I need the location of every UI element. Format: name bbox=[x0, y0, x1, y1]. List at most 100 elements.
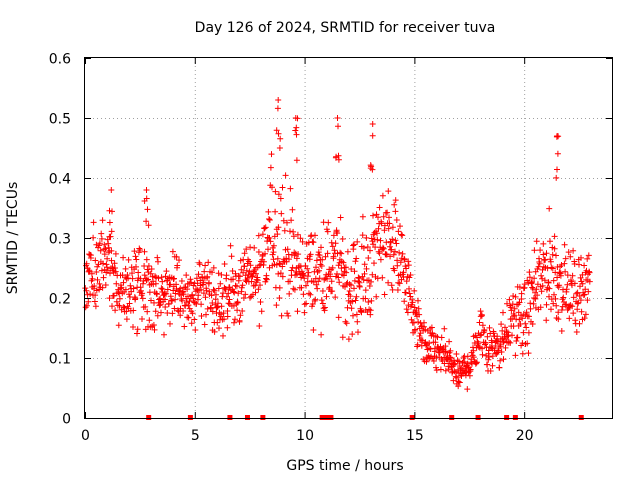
data-point bbox=[218, 303, 225, 310]
data-point bbox=[327, 273, 334, 280]
data-point bbox=[218, 271, 225, 278]
data-point bbox=[539, 275, 546, 282]
data-point bbox=[275, 130, 282, 137]
data-point bbox=[137, 275, 144, 282]
data-point bbox=[349, 298, 356, 305]
data-point bbox=[575, 299, 582, 306]
data-point bbox=[231, 289, 238, 296]
x-tick-label: 20 bbox=[516, 428, 534, 444]
data-point bbox=[172, 296, 179, 303]
data-point bbox=[531, 247, 538, 254]
data-point bbox=[100, 274, 107, 281]
data-point bbox=[232, 282, 239, 289]
data-point bbox=[279, 273, 286, 280]
data-point bbox=[374, 275, 381, 282]
data-point bbox=[464, 386, 471, 393]
data-point bbox=[498, 349, 505, 355]
data-point bbox=[289, 264, 296, 271]
data-point bbox=[582, 311, 589, 318]
data-point bbox=[164, 310, 171, 316]
data-point bbox=[363, 234, 370, 241]
data-point bbox=[161, 331, 167, 338]
plot-frame bbox=[84, 57, 613, 419]
data-point bbox=[145, 276, 151, 283]
data-point bbox=[276, 145, 283, 151]
data-point bbox=[332, 240, 339, 247]
data-point bbox=[310, 327, 317, 333]
data-point bbox=[120, 254, 127, 261]
data-point bbox=[376, 204, 383, 211]
data-point bbox=[286, 256, 292, 263]
data-point bbox=[301, 275, 308, 282]
data-point bbox=[247, 244, 254, 251]
y-axis-label: SRMTID / TECUs bbox=[5, 182, 21, 295]
data-point bbox=[497, 357, 504, 364]
data-point bbox=[234, 299, 241, 306]
data-point bbox=[108, 247, 115, 254]
data-point bbox=[152, 273, 158, 280]
data-point bbox=[354, 318, 361, 325]
data-point bbox=[307, 291, 314, 298]
data-point bbox=[318, 244, 324, 251]
data-point bbox=[262, 224, 269, 231]
data-point bbox=[335, 274, 342, 281]
data-point bbox=[290, 233, 297, 240]
data-point bbox=[188, 320, 195, 327]
data-point bbox=[374, 230, 380, 237]
data-point bbox=[350, 312, 356, 319]
data-point bbox=[578, 254, 584, 261]
data-point bbox=[511, 312, 518, 319]
data-point bbox=[333, 153, 340, 160]
data-point bbox=[108, 228, 115, 235]
data-point bbox=[208, 292, 215, 299]
data-point bbox=[169, 248, 176, 255]
data-point bbox=[530, 300, 537, 307]
data-point bbox=[313, 257, 320, 264]
y-tick-label: 0 bbox=[62, 412, 71, 428]
data-point bbox=[543, 317, 550, 324]
data-point bbox=[195, 271, 202, 278]
data-point bbox=[556, 282, 563, 289]
data-point bbox=[169, 310, 176, 317]
data-point bbox=[279, 184, 286, 191]
data-point bbox=[139, 316, 145, 322]
data-point bbox=[303, 300, 310, 307]
data-point bbox=[345, 336, 352, 343]
data-point bbox=[220, 310, 227, 317]
data-point bbox=[520, 329, 527, 336]
data-point bbox=[253, 270, 259, 277]
data-point bbox=[570, 247, 577, 254]
data-point bbox=[543, 301, 550, 308]
data-point bbox=[213, 304, 220, 311]
data-point bbox=[220, 290, 226, 297]
data-point bbox=[370, 212, 376, 219]
data-point bbox=[326, 284, 333, 291]
data-point bbox=[157, 295, 164, 302]
data-point bbox=[579, 271, 586, 278]
data-point bbox=[477, 308, 484, 315]
data-point bbox=[133, 256, 140, 263]
data-point bbox=[405, 262, 412, 269]
data-point bbox=[405, 258, 412, 265]
data-point bbox=[263, 276, 270, 283]
data-point bbox=[396, 249, 403, 256]
data-point bbox=[393, 217, 400, 223]
data-point bbox=[390, 251, 397, 258]
data-point bbox=[159, 286, 166, 293]
data-point bbox=[554, 150, 561, 157]
data-point bbox=[159, 278, 166, 285]
data-point bbox=[576, 293, 583, 299]
data-point bbox=[374, 236, 381, 243]
data-point bbox=[485, 356, 492, 363]
data-point bbox=[152, 308, 159, 315]
x-axis-label: GPS time / hours bbox=[286, 458, 403, 474]
data-point bbox=[500, 356, 507, 363]
data-point bbox=[277, 270, 284, 277]
data-point bbox=[484, 333, 491, 340]
data-point bbox=[303, 282, 309, 289]
data-point bbox=[441, 360, 448, 367]
data-point bbox=[241, 263, 248, 270]
data-point bbox=[397, 259, 404, 266]
data-point bbox=[315, 249, 322, 256]
data-point bbox=[255, 286, 262, 293]
